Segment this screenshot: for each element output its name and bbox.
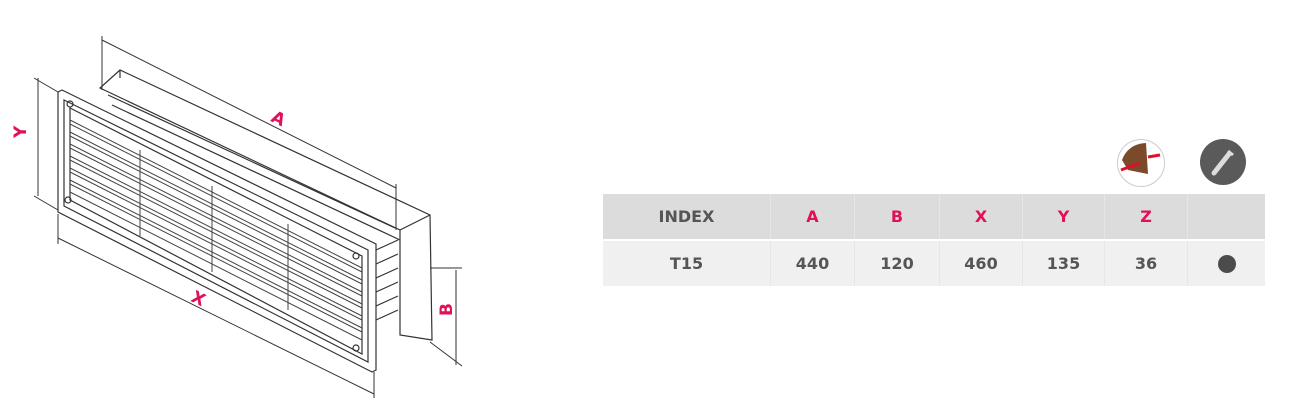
duct-body	[98, 69, 433, 341]
table-row: T15 440 120 460 135 36	[603, 240, 1265, 286]
label-a: A	[268, 107, 289, 131]
label-y: Y	[11, 125, 31, 139]
header-a: A	[770, 194, 855, 241]
dimension-line-x	[57, 214, 375, 398]
dimension-line-b	[429, 267, 463, 367]
dimension-line-a	[101, 36, 397, 230]
grille-technical-drawing: A Y X B	[11, 36, 463, 398]
table-header-row: INDEX A B X Y Z	[603, 194, 1265, 241]
louvers	[69, 119, 363, 341]
header-y: Y	[1022, 194, 1105, 241]
label-x: X	[188, 287, 209, 311]
cell-y: 135	[1022, 240, 1105, 286]
header-z: Z	[1104, 194, 1188, 241]
header-x: X	[939, 194, 1023, 241]
color-swatch	[1217, 255, 1236, 274]
dimension-line-y	[33, 77, 59, 211]
cell-z: 36	[1104, 240, 1188, 286]
cell-index: T15	[669, 254, 704, 273]
wall-mount-icon	[1117, 139, 1165, 187]
cell-a: 440	[770, 240, 855, 286]
cell-color	[1187, 240, 1265, 286]
header-color	[1187, 194, 1265, 241]
spec-table: INDEX A B X Y Z T15 440 120 460 135 36	[603, 194, 1265, 286]
header-b: B	[854, 194, 940, 241]
label-b: B	[437, 303, 457, 316]
cell-x: 460	[939, 240, 1023, 286]
header-index: INDEX	[603, 194, 771, 241]
screw-mount-icon	[1200, 139, 1246, 185]
front-frame	[57, 89, 377, 373]
cell-b: 120	[854, 240, 940, 286]
